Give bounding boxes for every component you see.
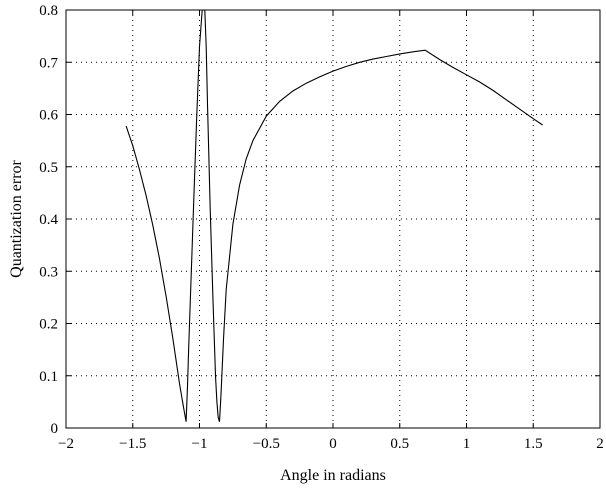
- y-tick-label: 0.8: [39, 3, 58, 19]
- y-tick-label: 0: [51, 421, 59, 437]
- series: [125, 9, 543, 422]
- series-line-0: [125, 9, 543, 422]
- y-tick-label: 0.1: [39, 369, 58, 385]
- y-tick-labels: 0 0.1 0.2 0.3 0.4 0.5 0.6 0.7 0.8: [39, 3, 58, 437]
- y-tick-label: 0.2: [39, 317, 58, 333]
- x-tick-label: 1: [463, 436, 471, 452]
- y-tick-label: 0.5: [39, 160, 58, 176]
- x-tick-label: 1.5: [524, 436, 543, 452]
- grid: [66, 10, 600, 428]
- x-tick-label: −1.5: [119, 436, 146, 452]
- x-tick-label: −1: [192, 436, 208, 452]
- y-tick-label: 0.6: [39, 108, 58, 124]
- x-tick-label: −0.5: [253, 436, 280, 452]
- ticks: [65, 9, 601, 429]
- y-axis-label: Quantization error: [8, 159, 25, 277]
- x-tick-label: 0: [329, 436, 337, 452]
- x-tick-labels: −2 −1.5 −1 −0.5 0 0.5 1 1.5 2: [58, 436, 604, 452]
- y-tick-label: 0.7: [39, 55, 58, 71]
- y-tick-label: 0.4: [39, 212, 58, 228]
- x-tick-label: 0.5: [390, 436, 409, 452]
- x-tick-label: 2: [596, 436, 604, 452]
- y-tick-label: 0.3: [39, 264, 58, 280]
- x-axis-label: Angle in radians: [280, 467, 386, 484]
- x-tick-label: −2: [58, 436, 74, 452]
